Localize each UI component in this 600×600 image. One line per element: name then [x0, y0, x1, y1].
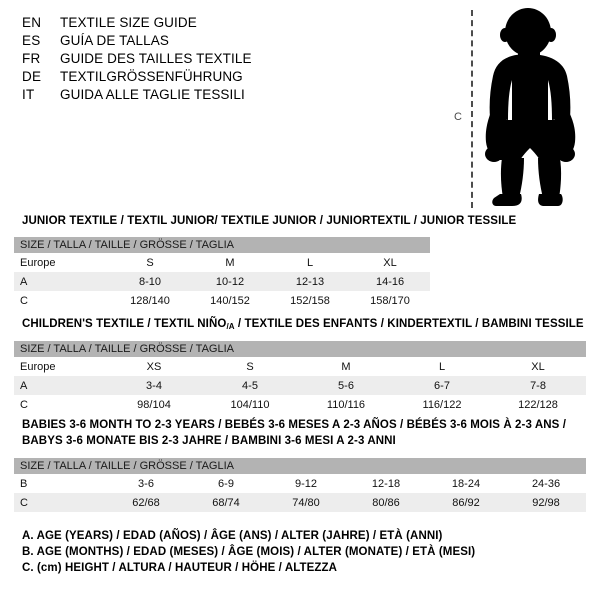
table-row: C 62/68 68/74 74/80 80/86 86/92 92/98	[14, 493, 587, 512]
babies-b-col1: 3-6	[106, 474, 186, 493]
language-code-en: EN	[22, 15, 42, 30]
junior-c-col4: 158/170	[350, 291, 431, 310]
children-a-col3: 5-6	[298, 376, 394, 395]
children-size-table: SIZE / TALLA / TAILLE / GRÖSSE / TAGLIA …	[14, 341, 587, 414]
babies-c-col6: 92/98	[506, 493, 587, 512]
children-c-col1: 98/104	[106, 395, 202, 414]
language-row-it: IT GUIDA ALLE TAGLIE TESSILI	[22, 86, 322, 104]
language-title-en: TEXTILE SIZE GUIDE	[60, 15, 197, 30]
language-title-block: EN TEXTILE SIZE GUIDE ES GUÍA DE TALLAS …	[22, 14, 322, 104]
language-row-es: ES GUÍA DE TALLAS	[22, 32, 322, 50]
babies-bar-label: SIZE / TALLA / TAILLE / GRÖSSE / TAGLIA	[14, 458, 587, 474]
children-europe-col2: S	[202, 357, 298, 376]
junior-c-col3: 152/158	[270, 291, 350, 310]
junior-section-heading: JUNIOR TEXTILE / TEXTIL JUNIOR/ TEXTILE …	[22, 215, 517, 227]
language-row-fr: FR GUIDE DES TAILLES TEXTILE	[22, 50, 322, 68]
babies-section-heading-line2: BABYS 3-6 MONATE BIS 2-3 JAHRE / BAMBINI…	[22, 435, 396, 447]
children-heading-pre: CHILDREN'S TEXTILE / TEXTIL NIÑO	[22, 318, 227, 330]
children-heading-post: / TEXTILE DES ENFANTS / KINDERTEXTIL / B…	[234, 318, 584, 330]
babies-row-label-c: C	[14, 493, 106, 512]
table-row: C 98/104 104/110 110/116 116/122 122/128	[14, 395, 587, 414]
babies-b-col5: 18-24	[426, 474, 506, 493]
junior-a-col3: 12-13	[270, 272, 350, 291]
junior-row-label-a: A	[14, 272, 110, 291]
children-europe-col5: XL	[490, 357, 587, 376]
language-title-fr: GUIDE DES TAILLES TEXTILE	[60, 51, 252, 66]
junior-row-label-c: C	[14, 291, 110, 310]
language-code-it: IT	[22, 87, 35, 102]
babies-c-col4: 80/86	[346, 493, 426, 512]
junior-europe-col2: M	[190, 253, 270, 272]
children-a-col2: 4-5	[202, 376, 298, 395]
children-row-label-a: A	[14, 376, 106, 395]
babies-section-heading-line1: BABIES 3-6 MONTH TO 2-3 YEARS / BEBÉS 3-…	[22, 419, 566, 431]
language-title-de: TEXTILGRÖSSENFÜHRUNG	[60, 69, 243, 84]
children-a-col4: 6-7	[394, 376, 490, 395]
table-row: C 128/140 140/152 152/158 158/170	[14, 291, 431, 310]
junior-size-table: SIZE / TALLA / TAILLE / GRÖSSE / TAGLIA …	[14, 237, 431, 310]
children-bar-label: SIZE / TALLA / TAILLE / GRÖSSE / TAGLIA	[14, 341, 587, 357]
legend-footnotes: A. AGE (YEARS) / EDAD (AÑOS) / ÂGE (ANS)…	[22, 528, 475, 576]
babies-c-col5: 86/92	[426, 493, 506, 512]
children-c-col4: 116/122	[394, 395, 490, 414]
language-row-en: EN TEXTILE SIZE GUIDE	[22, 14, 322, 32]
table-row: B 3-6 6-9 9-12 12-18 18-24 24-36	[14, 474, 587, 493]
junior-table-bar-row: SIZE / TALLA / TAILLE / GRÖSSE / TAGLIA	[14, 237, 431, 253]
language-code-fr: FR	[22, 51, 41, 66]
babies-c-col3: 74/80	[266, 493, 346, 512]
children-table-bar-row: SIZE / TALLA / TAILLE / GRÖSSE / TAGLIA	[14, 341, 587, 357]
junior-a-col2: 10-12	[190, 272, 270, 291]
junior-europe-col1: S	[110, 253, 190, 272]
language-title-es: GUÍA DE TALLAS	[60, 33, 169, 48]
toddler-silhouette-icon	[485, 8, 576, 206]
babies-b-col2: 6-9	[186, 474, 266, 493]
children-heading-subscript: /A	[226, 322, 235, 331]
language-code-de: DE	[22, 69, 42, 84]
table-row: A 3-4 4-5 5-6 6-7 7-8	[14, 376, 587, 395]
children-europe-col3: M	[298, 357, 394, 376]
babies-b-col3: 9-12	[266, 474, 346, 493]
table-row: A 8-10 10-12 12-13 14-16	[14, 272, 431, 291]
babies-table-bar-row: SIZE / TALLA / TAILLE / GRÖSSE / TAGLIA	[14, 458, 587, 474]
children-a-col5: 7-8	[490, 376, 587, 395]
junior-c-col1: 128/140	[110, 291, 190, 310]
table-row: Europe S M L XL	[14, 253, 431, 272]
babies-size-table: SIZE / TALLA / TAILLE / GRÖSSE / TAGLIA …	[14, 458, 587, 512]
height-dashed-line	[471, 10, 473, 208]
junior-bar-label: SIZE / TALLA / TAILLE / GRÖSSE / TAGLIA	[14, 237, 431, 253]
language-title-it: GUIDA ALLE TAGLIE TESSILI	[60, 87, 245, 102]
children-europe-col4: L	[394, 357, 490, 376]
footnote-b: B. AGE (MONTHS) / EDAD (MESES) / ÂGE (MO…	[22, 546, 476, 558]
children-row-label-europe: Europe	[14, 357, 106, 376]
junior-row-label-europe: Europe	[14, 253, 110, 272]
measure-label-c: C	[454, 111, 462, 123]
height-measurement-figure: C	[440, 6, 590, 211]
babies-row-label-b: B	[14, 474, 106, 493]
babies-c-col2: 68/74	[186, 493, 266, 512]
footnote-c: C. (cm) HEIGHT / ALTURA / HAUTEUR / HÖHE…	[22, 562, 338, 574]
children-section-heading: CHILDREN'S TEXTILE / TEXTIL NIÑO/A / TEX…	[22, 318, 584, 331]
children-c-col2: 104/110	[202, 395, 298, 414]
babies-b-col6: 24-36	[506, 474, 587, 493]
footnote-a: A. AGE (YEARS) / EDAD (AÑOS) / ÂGE (ANS)…	[22, 530, 443, 542]
children-europe-col1: XS	[106, 357, 202, 376]
table-row: Europe XS S M L XL	[14, 357, 587, 376]
junior-europe-col3: L	[270, 253, 350, 272]
children-a-col1: 3-4	[106, 376, 202, 395]
junior-europe-col4: XL	[350, 253, 431, 272]
children-c-col3: 110/116	[298, 395, 394, 414]
language-code-es: ES	[22, 33, 41, 48]
babies-b-col4: 12-18	[346, 474, 426, 493]
junior-a-col1: 8-10	[110, 272, 190, 291]
language-row-de: DE TEXTILGRÖSSENFÜHRUNG	[22, 68, 322, 86]
children-row-label-c: C	[14, 395, 106, 414]
children-c-col5: 122/128	[490, 395, 587, 414]
junior-c-col2: 140/152	[190, 291, 270, 310]
junior-a-col4: 14-16	[350, 272, 431, 291]
babies-c-col1: 62/68	[106, 493, 186, 512]
